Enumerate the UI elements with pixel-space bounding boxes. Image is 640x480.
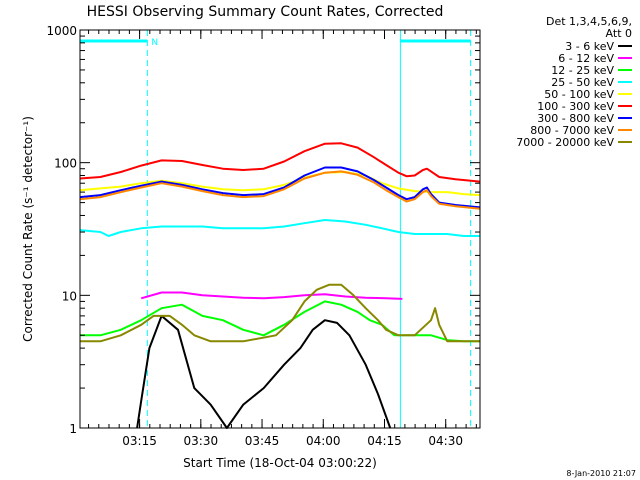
y-tick-label: 10 bbox=[62, 289, 77, 303]
x-tick-label: 03:15 bbox=[122, 434, 157, 448]
legend-label-25-50-kev: 25 - 50 keV bbox=[551, 76, 614, 89]
x-tick-label: 04:00 bbox=[306, 434, 341, 448]
x-tick-label: 04:30 bbox=[428, 434, 463, 448]
legend-label-12-25-kev: 12 - 25 keV bbox=[551, 64, 614, 77]
series-line-300-800-kev bbox=[79, 166, 481, 209]
x-axis-label: Start Time (18-Oct-04 03:00:22) bbox=[183, 456, 377, 470]
x-tick-label: 04:15 bbox=[367, 434, 402, 448]
footer-timestamp: 8-Jan-2010 21:07 bbox=[566, 469, 636, 478]
series-line-6-12-kev bbox=[140, 291, 403, 300]
plot-frame bbox=[79, 29, 481, 429]
legend-label-100-300-kev: 100 - 300 keV bbox=[537, 100, 614, 113]
y-axis: 1 10 100 1000 bbox=[46, 24, 480, 436]
legend-label-3-6-kev: 3 - 6 keV bbox=[565, 40, 614, 53]
x-tick-label: 03:45 bbox=[245, 434, 280, 448]
y-tick-label: 1 bbox=[69, 422, 77, 436]
night-marker-label-0: N bbox=[151, 38, 158, 48]
x-axis: 03:15 03:30 03:45 04:00 04:15 04:30 bbox=[88, 30, 477, 448]
x-tick-label: 03:30 bbox=[184, 434, 219, 448]
y-tick-label: 100 bbox=[54, 157, 77, 171]
series-line-25-50-kev bbox=[79, 219, 480, 237]
series-line-7000-20000-kev bbox=[80, 283, 480, 343]
series-line-800-7000-kev bbox=[79, 170, 481, 210]
legend-label-800-7000-kev: 800 - 7000 keV bbox=[530, 124, 614, 137]
legend-label-6-12-kev: 6 - 12 keV bbox=[558, 52, 614, 65]
plot-area: N 1 10 100 1000 03:15 03:30 03:45 04:00 04:15 04… bbox=[46, 24, 481, 448]
series-lines bbox=[79, 142, 481, 429]
y-tick-label: 1000 bbox=[46, 24, 77, 38]
legend-header-line-2: Att 0 bbox=[606, 27, 632, 40]
legend-header-line-1: Det 1,3,4,5,6,9, bbox=[546, 15, 632, 28]
series-line-3-6-kev bbox=[136, 314, 392, 429]
series-line-100-300-kev bbox=[79, 142, 481, 183]
y-axis-label: Corrected Count Rate (s⁻¹ detector⁻¹) bbox=[21, 116, 35, 342]
legend-label-50-100-kev: 50 - 100 keV bbox=[544, 88, 614, 101]
legend-label-7000-20000-kev: 7000 - 20000 keV bbox=[516, 136, 614, 149]
legend-label-300-800-kev: 300 - 800 keV bbox=[537, 112, 614, 125]
series-line-12-25-kev bbox=[80, 300, 480, 343]
chart-title: HESSI Observing Summary Count Rates, Cor… bbox=[87, 4, 444, 20]
